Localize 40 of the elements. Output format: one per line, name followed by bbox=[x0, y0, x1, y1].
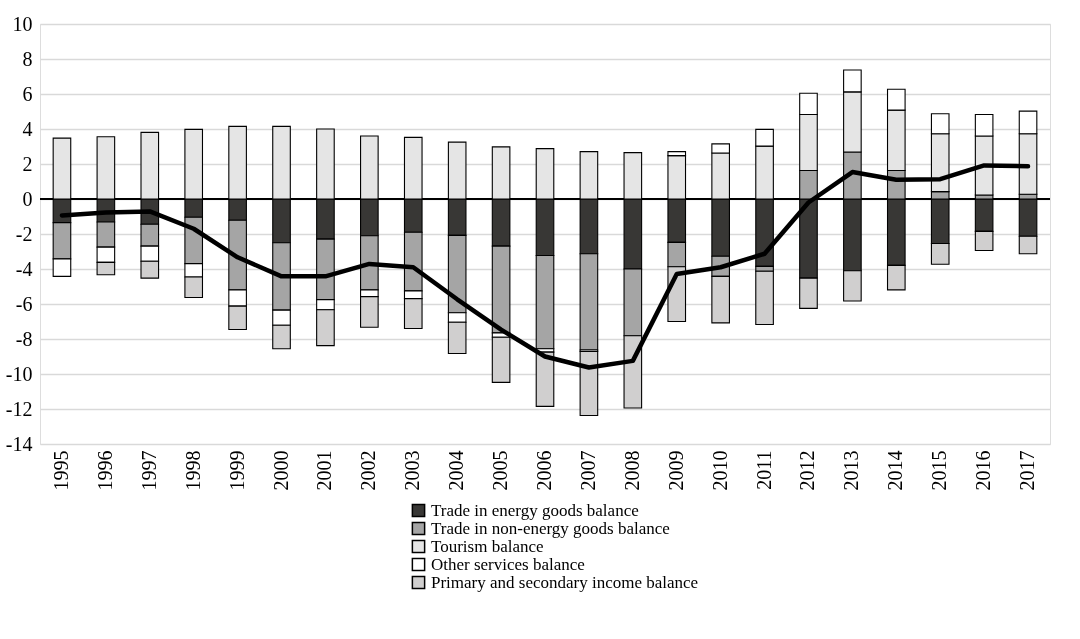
y-tick-label: -12 bbox=[5, 397, 33, 420]
y-tick-label: -2 bbox=[15, 222, 33, 245]
legend-label: Other services balance bbox=[431, 554, 585, 574]
y-tick-label: -4 bbox=[15, 257, 33, 280]
x-tick-label: 2008 bbox=[620, 450, 643, 491]
x-tick-label: 2013 bbox=[840, 450, 863, 491]
legend-label: Tourism balance bbox=[431, 536, 544, 556]
x-tick-label: 2004 bbox=[445, 450, 468, 491]
legend-label: Primary and secondary income balance bbox=[431, 572, 699, 592]
x-tick-label: 2005 bbox=[489, 450, 512, 491]
y-tick-label: -10 bbox=[5, 362, 33, 385]
x-tick-label: 2001 bbox=[313, 450, 336, 491]
x-tick-label: 1998 bbox=[181, 450, 204, 491]
x-tick-label: 2006 bbox=[533, 450, 555, 491]
x-tick-label: 1999 bbox=[225, 450, 248, 491]
x-tick-label: 2017 bbox=[1016, 450, 1039, 491]
x-tick-label: 2014 bbox=[884, 450, 907, 491]
y-tick-label: -14 bbox=[5, 432, 33, 455]
x-tick-label: 2010 bbox=[708, 450, 731, 491]
y-tick-label: -8 bbox=[15, 327, 33, 350]
y-tick-label: 2 bbox=[22, 152, 33, 175]
y-tick-label: 10 bbox=[12, 12, 33, 35]
x-tick-label: 2016 bbox=[972, 450, 995, 491]
x-tick-label: 1997 bbox=[137, 450, 160, 491]
x-tick-label: 2009 bbox=[664, 450, 687, 491]
x-tick-label: 2002 bbox=[357, 450, 380, 491]
x-tick-label: 2012 bbox=[796, 450, 819, 491]
legend-label: Trade in energy goods balance bbox=[431, 500, 639, 520]
x-tick-label: 2003 bbox=[401, 450, 424, 491]
y-tick-label: -6 bbox=[15, 292, 33, 315]
x-tick-label: 2000 bbox=[269, 450, 292, 491]
x-tick-label: 2007 bbox=[576, 450, 599, 491]
y-tick-label: 6 bbox=[22, 82, 33, 105]
x-tick-label: 1996 bbox=[93, 450, 116, 491]
x-tick-label: 2011 bbox=[752, 450, 775, 490]
x-tick-label: 1995 bbox=[49, 450, 72, 491]
x-tick-label: 2015 bbox=[928, 450, 951, 491]
y-tick-label: 8 bbox=[22, 47, 33, 70]
y-tick-label: 0 bbox=[22, 187, 33, 210]
y-tick-label: 4 bbox=[22, 117, 33, 140]
